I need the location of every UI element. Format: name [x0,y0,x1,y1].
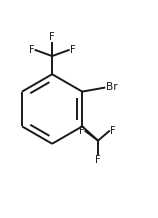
Text: F: F [29,45,34,55]
Text: F: F [49,32,55,42]
Text: F: F [70,45,76,55]
Text: F: F [95,155,101,165]
Text: Br: Br [106,82,117,92]
Text: F: F [79,126,85,136]
Text: F: F [110,126,116,136]
